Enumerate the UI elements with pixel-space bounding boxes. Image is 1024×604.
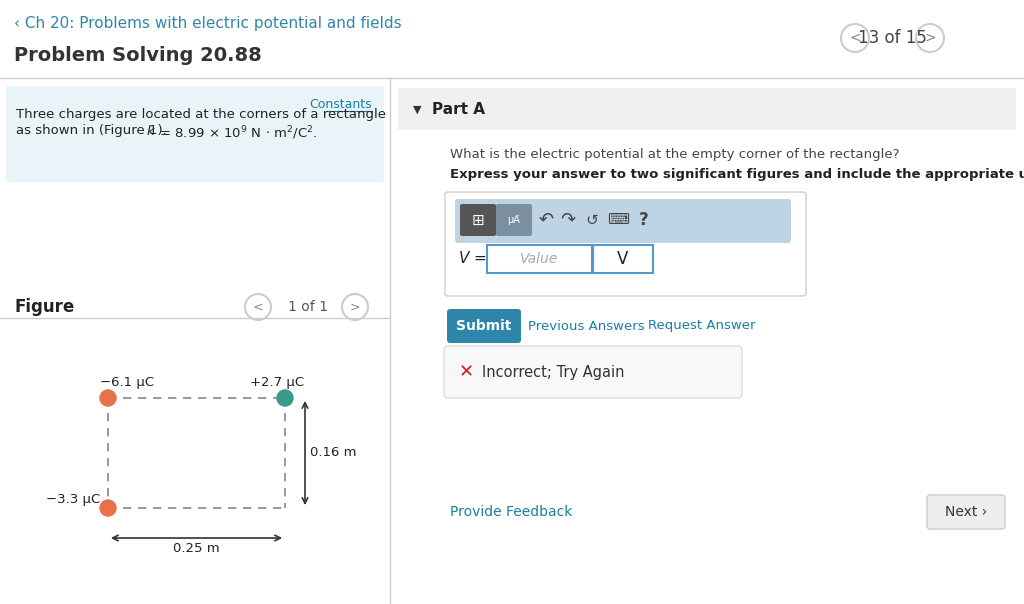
FancyBboxPatch shape	[487, 245, 592, 273]
FancyBboxPatch shape	[593, 245, 653, 273]
Text: Express your answer to two significant figures and include the appropriate units: Express your answer to two significant f…	[450, 168, 1024, 181]
Text: ⊞: ⊞	[472, 213, 484, 228]
Text: V: V	[617, 250, 629, 268]
FancyBboxPatch shape	[460, 204, 496, 236]
Text: = 8.99 $\times$ 10$^{9}$ N $\cdot$ m$^{2}$/C$^{2}$.: = 8.99 $\times$ 10$^{9}$ N $\cdot$ m$^{2…	[155, 124, 317, 141]
Text: ↷: ↷	[560, 211, 575, 229]
Text: Constants: Constants	[309, 98, 372, 111]
Text: Previous Answers: Previous Answers	[528, 320, 645, 332]
Text: ↺: ↺	[586, 213, 598, 228]
Circle shape	[100, 390, 116, 406]
Text: What is the electric potential at the empty corner of the rectangle?: What is the electric potential at the em…	[450, 148, 899, 161]
Text: ▼: ▼	[413, 105, 422, 115]
Text: Three charges are located at the corners of a rectangle: Three charges are located at the corners…	[16, 108, 386, 121]
Text: 1 of 1: 1 of 1	[288, 300, 328, 314]
FancyBboxPatch shape	[447, 309, 521, 343]
Text: $V$ =: $V$ =	[458, 250, 486, 266]
Text: ↶: ↶	[539, 211, 554, 229]
Text: 0.16 m: 0.16 m	[310, 446, 356, 460]
Text: 0.25 m: 0.25 m	[173, 542, 220, 555]
FancyBboxPatch shape	[445, 192, 806, 296]
Text: Provide Feedback: Provide Feedback	[450, 505, 572, 519]
Text: Value: Value	[520, 252, 558, 266]
Text: −3.3 μC: −3.3 μC	[46, 493, 100, 507]
Text: +2.7 μC: +2.7 μC	[250, 376, 304, 389]
Text: Incorrect; Try Again: Incorrect; Try Again	[482, 364, 625, 379]
Text: <: <	[253, 301, 263, 313]
Text: $k$: $k$	[146, 124, 156, 138]
FancyBboxPatch shape	[6, 86, 384, 182]
FancyBboxPatch shape	[927, 495, 1005, 529]
Circle shape	[278, 390, 293, 406]
Text: ‹ Ch 20: Problems with electric potential and fields: ‹ Ch 20: Problems with electric potentia…	[14, 16, 401, 31]
Text: >: >	[925, 31, 936, 45]
Text: Request Answer: Request Answer	[648, 320, 756, 332]
FancyBboxPatch shape	[455, 199, 791, 243]
Text: ?: ?	[639, 211, 649, 229]
Text: ⌨: ⌨	[607, 213, 629, 228]
FancyBboxPatch shape	[398, 88, 1016, 130]
Text: Figure: Figure	[14, 298, 75, 316]
FancyBboxPatch shape	[444, 346, 742, 398]
Text: Problem Solving 20.88: Problem Solving 20.88	[14, 46, 262, 65]
Circle shape	[100, 500, 116, 516]
Text: 13 of 15: 13 of 15	[857, 29, 927, 47]
Text: Part A: Part A	[432, 103, 485, 118]
Text: Next ›: Next ›	[945, 505, 987, 519]
Text: −6.1 μC: −6.1 μC	[100, 376, 155, 389]
Text: Submit: Submit	[457, 319, 512, 333]
Text: <: <	[849, 31, 861, 45]
FancyBboxPatch shape	[496, 204, 532, 236]
Text: ✕: ✕	[459, 363, 473, 381]
Text: >: >	[350, 301, 360, 313]
Text: μÄ: μÄ	[508, 215, 520, 225]
Text: as shown in (Figure 1).: as shown in (Figure 1).	[16, 124, 171, 137]
